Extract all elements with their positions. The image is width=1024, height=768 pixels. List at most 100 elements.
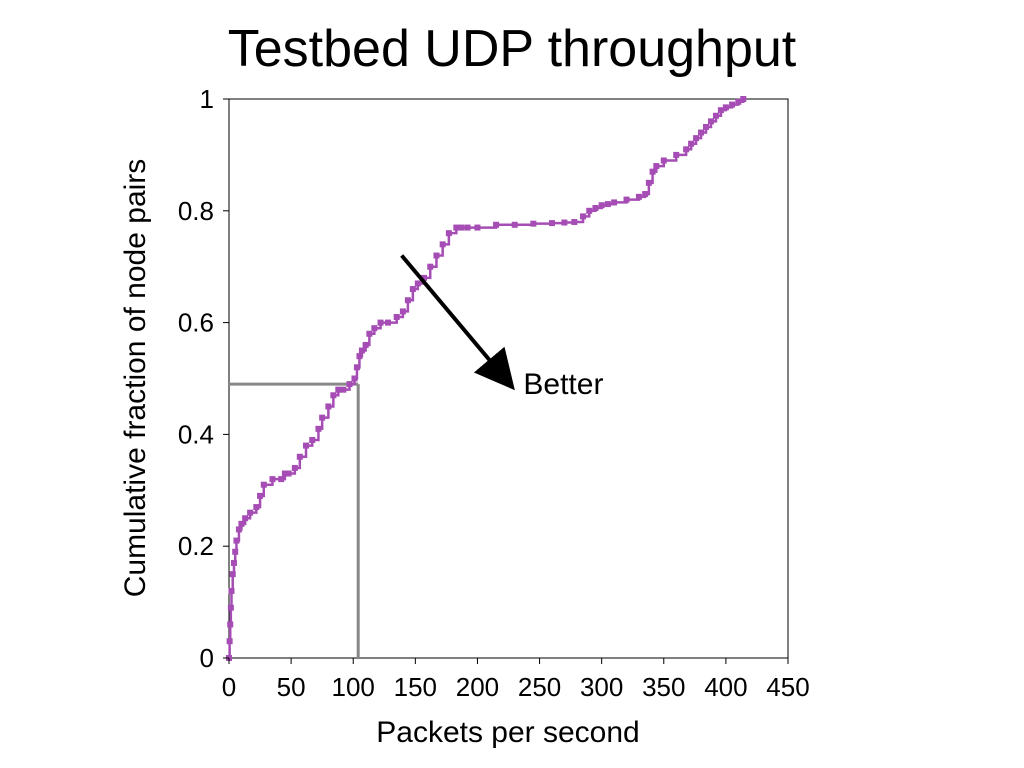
cdf-data-point (693, 135, 700, 142)
cdf-data-point (247, 509, 254, 516)
y-axis-ticks: 0 0.2 0.4 0.6 0.8 1 (178, 84, 229, 673)
cdf-data-point (366, 330, 373, 337)
x-tick-label: 350 (642, 672, 685, 702)
cdf-data-point (269, 476, 276, 483)
cdf-data-point (586, 207, 593, 214)
cdf-data-point (257, 492, 264, 499)
cdf-data-point (645, 179, 652, 186)
y-tick-label: 0.2 (178, 531, 214, 561)
cdf-data-point (230, 559, 237, 566)
x-tick-label: 0 (222, 672, 236, 702)
cdf-data-point (227, 621, 234, 628)
cdf-data-point (414, 280, 421, 287)
cdf-data-point (226, 638, 233, 645)
cdf-data-point (260, 481, 267, 488)
cdf-data-point (561, 219, 568, 226)
cdf-data-point (346, 381, 353, 388)
cdf-data-point (319, 414, 326, 421)
cdf-data-point (511, 221, 518, 228)
cdf-data-point (703, 123, 710, 130)
cdf-data-point (235, 526, 242, 533)
cdf-data-point (474, 224, 481, 231)
cdf-data-point (356, 353, 363, 360)
cdf-data-point (642, 191, 649, 198)
cdf-data-point (464, 224, 471, 231)
data-series (226, 96, 747, 661)
cdf-data-point (242, 515, 249, 522)
cdf-data-point (580, 213, 587, 220)
better-arrow (400, 254, 515, 391)
cdf-data-point (404, 297, 411, 304)
x-tick-label: 250 (518, 672, 561, 702)
cdf-data-point (453, 224, 460, 231)
cdf-data-point (421, 274, 428, 281)
y-axis-label: Cumulative fraction of node pairs (119, 159, 152, 598)
x-tick-label: 100 (332, 672, 375, 702)
cdf-data-point (238, 520, 245, 527)
cdf-data-point (548, 220, 555, 227)
x-tick-label: 200 (456, 672, 499, 702)
cdf-data-point (717, 107, 724, 114)
cdf-data-point (673, 151, 680, 158)
x-axis-ticks: 0 50 100 150 200 250 300 350 400 450 (222, 658, 810, 702)
cdf-data-point (649, 168, 656, 175)
cdf-data-point (330, 392, 337, 399)
cdf-data-point (660, 157, 667, 164)
y-tick-label: 0.6 (178, 308, 214, 338)
x-tick-label: 300 (580, 672, 623, 702)
cdf-data-point (340, 386, 347, 393)
cdf-data-point (351, 375, 358, 382)
cdf-data-point (399, 308, 406, 315)
cdf-data-point (530, 220, 537, 227)
cdf-series-line (228, 99, 745, 660)
y-tick-label: 0.8 (178, 196, 214, 226)
cdf-data-point (253, 504, 260, 511)
cdf-data-point (427, 263, 434, 270)
cdf-data-point (362, 341, 369, 348)
cdf-data-point (371, 325, 378, 332)
cdf-data-point (635, 193, 642, 200)
y-tick-label: 0.4 (178, 419, 214, 449)
cdf-data-point (571, 218, 578, 225)
chart-title: Testbed UDP throughput (228, 20, 797, 78)
cdf-data-point (233, 537, 240, 544)
cdf-data-point (315, 425, 322, 432)
cdf-data-point (729, 101, 736, 108)
cdf-data-point (281, 470, 288, 477)
cdf-data-point (358, 347, 365, 354)
cdf-data-point (439, 241, 446, 248)
cdf-data-point (592, 205, 599, 212)
cdf-data-point (458, 224, 465, 231)
cdf-data-point (291, 464, 298, 471)
cdf-data-point (683, 146, 690, 153)
annotation: Better (400, 254, 603, 401)
cdf-data-point (493, 221, 500, 228)
cdf-data-point (353, 364, 360, 371)
x-tick-label: 400 (704, 672, 747, 702)
cdf-data-point (377, 319, 384, 326)
cdf-data-point (623, 196, 630, 203)
plot-area (228, 98, 789, 659)
cdf-data-point (598, 202, 605, 209)
x-tick-label: 150 (394, 672, 437, 702)
cdf-data-point (227, 604, 234, 611)
better-annotation-label: Better (523, 368, 603, 401)
x-axis-label: Packets per second (376, 716, 639, 749)
cdf-data-point (228, 587, 235, 594)
cdf-data-point (707, 118, 714, 125)
cdf-data-point (229, 571, 236, 578)
x-tick-label: 50 (277, 672, 306, 702)
cdf-data-point (309, 436, 316, 443)
cdf-data-point (653, 163, 660, 170)
cdf-data-point (611, 199, 618, 206)
cdf-data-point (278, 476, 285, 483)
cdf-data-point (735, 98, 742, 105)
cdf-data-point (409, 286, 416, 293)
cdf-data-point (433, 252, 440, 259)
cdf-data-point (232, 548, 239, 555)
cdf-data-point (303, 442, 310, 449)
cdf-data-point (385, 319, 392, 326)
cdf-data-point (285, 470, 292, 477)
cdf-data-point (740, 96, 747, 102)
